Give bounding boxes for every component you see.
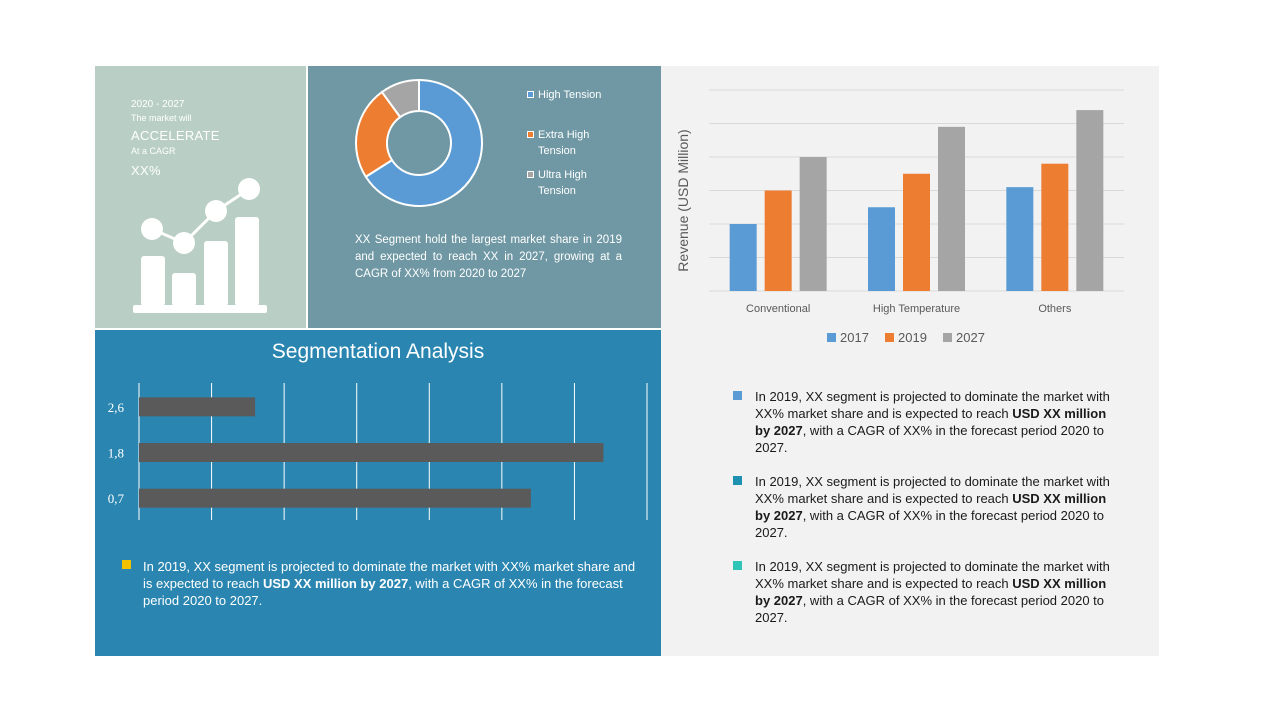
x-tick-label: High Temperature (873, 303, 960, 315)
segmentation-title: Segmentation Analysis (271, 340, 485, 363)
bullet-text-2: In 2019, XX segment is projected to domi… (755, 474, 1110, 540)
bar-2027-others (1076, 110, 1104, 291)
y-tick-label: 2,6 (108, 400, 125, 415)
bar-2019-conventional (764, 190, 792, 291)
bar-2017-conventional (729, 224, 757, 291)
segmentation-panel: Segmentation Analysis 2,6 1,8 0,7 In 2019,… (95, 330, 661, 656)
bar-2027-high-temperature (938, 126, 965, 291)
bullet-marker (733, 391, 742, 400)
bar-2017-others (1006, 187, 1034, 291)
donut-description: XX Segment hold the largest market share… (355, 234, 622, 280)
donut-slice-1 (364, 78, 483, 207)
years-label: 2020 - 2027 (131, 99, 185, 110)
x-tick-label: Others (1038, 303, 1072, 315)
legend-swatch (527, 171, 534, 178)
donut-panel: High Tension Extra High Tension Ultra Hi… (308, 66, 661, 328)
growth-chart-icon (133, 178, 267, 313)
revenue-chart-panel: Conventional High Temperature Others Revenu… (661, 66, 1159, 656)
y-tick-label: 0,7 (108, 491, 125, 506)
donut-chart (355, 78, 483, 207)
legend-ultra-high-tension: Ultra High Tension (527, 167, 618, 199)
legend-extra-high-tension: Extra High Tension (527, 127, 618, 159)
bar-2027-conventional (799, 157, 827, 291)
revenue-bar-chart: Conventional High Temperature Others Revenu… (675, 89, 1124, 345)
bar-2017-high-temperature (868, 207, 895, 291)
legend-label: High Tension (538, 89, 602, 101)
legend-swatch (527, 91, 534, 98)
accelerate-headline: ACCELERATE (131, 128, 220, 143)
cagr-value: XX% (131, 163, 161, 178)
bullet-marker (733, 476, 742, 485)
legend-swatch (885, 333, 894, 342)
legend-swatch (943, 333, 952, 342)
bar-row-2 (139, 443, 604, 462)
note-marker (122, 560, 131, 569)
bar-row-1 (139, 397, 256, 417)
legend-swatch (527, 131, 534, 138)
cagr-label: At a CAGR (131, 146, 176, 156)
bullet-marker (733, 561, 742, 570)
bullet-text-1: In 2019, XX segment is projected to domi… (755, 389, 1110, 455)
market-will-label: The market will (131, 113, 192, 123)
bullet-text-3: In 2019, XX segment is projected to domi… (755, 559, 1110, 625)
legend-label: 2027 (956, 330, 985, 345)
donut-slice-3 (380, 78, 420, 119)
legend-high-tension: High Tension (527, 87, 648, 103)
segmentation-note: In 2019, XX segment is projected to domi… (143, 559, 636, 608)
legend-label: Ultra High Tension (538, 169, 587, 197)
y-axis-label: Revenue (USD Million) (675, 129, 691, 271)
x-tick-label: Conventional (746, 303, 810, 315)
legend-swatch (827, 333, 836, 342)
bar-2019-others (1041, 163, 1069, 291)
bar-row-3 (139, 488, 531, 508)
y-tick-label: 1,8 (108, 446, 124, 461)
legend-label: 2017 (840, 330, 869, 345)
segmentation-bar-chart: 2,6 1,8 0,7 (108, 383, 648, 520)
bar-2019-high-temperature (903, 173, 930, 291)
legend-label: Extra High Tension (538, 129, 590, 157)
accelerate-panel: 2020 - 2027 The market will ACCELERATE A… (95, 66, 306, 328)
legend-label: 2019 (898, 330, 927, 345)
